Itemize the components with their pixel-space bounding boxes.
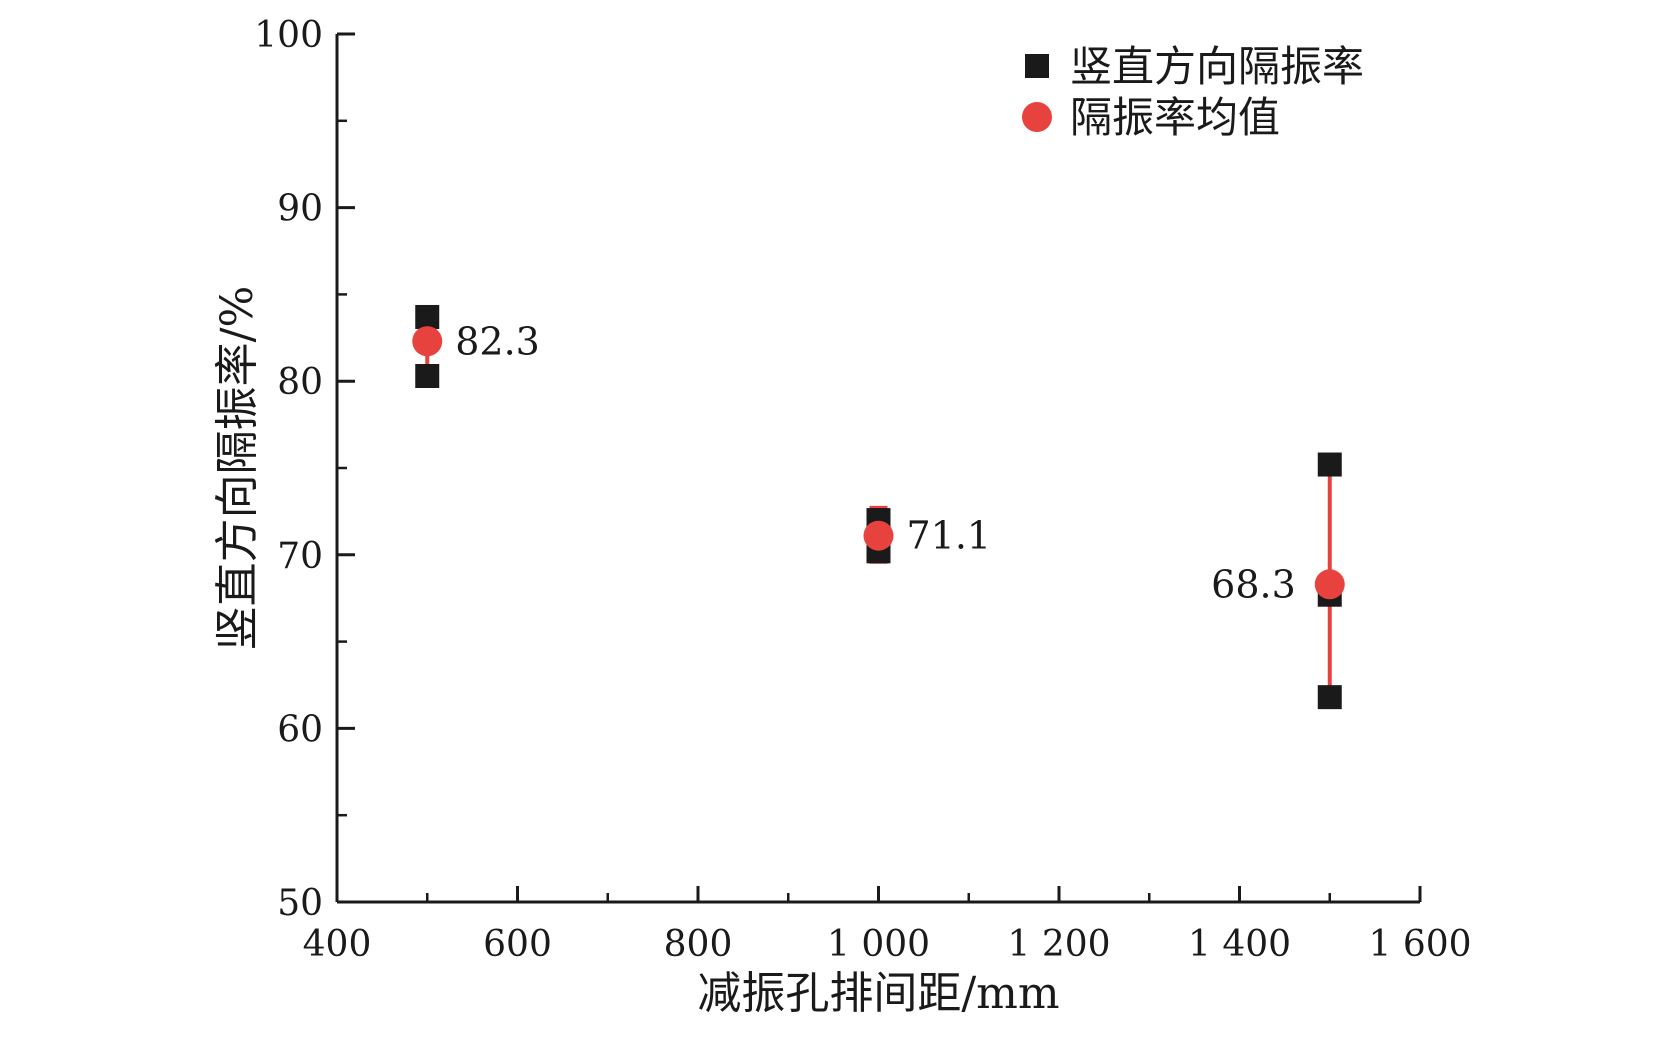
y-tick-label: 60	[277, 709, 323, 750]
square-marker	[415, 363, 440, 388]
mean-marker	[412, 326, 443, 357]
data-label: 82.3	[455, 319, 540, 363]
x-tick-label: 1 600	[1368, 924, 1471, 965]
y-tick-label: 70	[277, 536, 323, 577]
data-labels-layer: 82.3 71.1 68.3	[455, 319, 1296, 606]
x-tick-label: 1 400	[1188, 924, 1291, 965]
y-axis-title: 竖直方向隔振率/%	[212, 286, 263, 651]
data-points-layer	[412, 304, 1345, 710]
mean-marker	[863, 520, 894, 551]
square-marker	[1317, 452, 1342, 477]
x-tick-label: 1 200	[1007, 924, 1110, 965]
square-marker	[415, 304, 440, 329]
x-tick-label: 600	[483, 924, 552, 965]
x-tick-label: 1 000	[827, 924, 930, 965]
y-tick-label: 80	[277, 362, 323, 403]
square-marker	[1317, 685, 1342, 710]
legend-square-marker	[1025, 54, 1049, 78]
y-tick-label: 90	[277, 189, 323, 230]
legend-circle-marker	[1022, 102, 1052, 132]
y-tick-label: 100	[254, 15, 323, 56]
mean-marker	[1314, 569, 1345, 600]
x-axis-title: 减振孔排间距/mm	[697, 968, 1059, 1019]
y-tick-label: 50	[277, 883, 323, 924]
x-tick-label: 400	[303, 924, 372, 965]
data-label: 71.1	[907, 514, 992, 558]
axes-layer: 400 600 800 1 000 1 200 1 400 1 600 50 60 70 80 90 1…	[212, 15, 1472, 1019]
data-label: 68.3	[1211, 562, 1296, 606]
legend-label: 竖直方向隔振率	[1070, 42, 1364, 91]
x-tick-label: 800	[664, 924, 733, 965]
legend-label: 隔振率均值	[1070, 93, 1280, 142]
error-bars-layer	[418, 309, 1339, 703]
